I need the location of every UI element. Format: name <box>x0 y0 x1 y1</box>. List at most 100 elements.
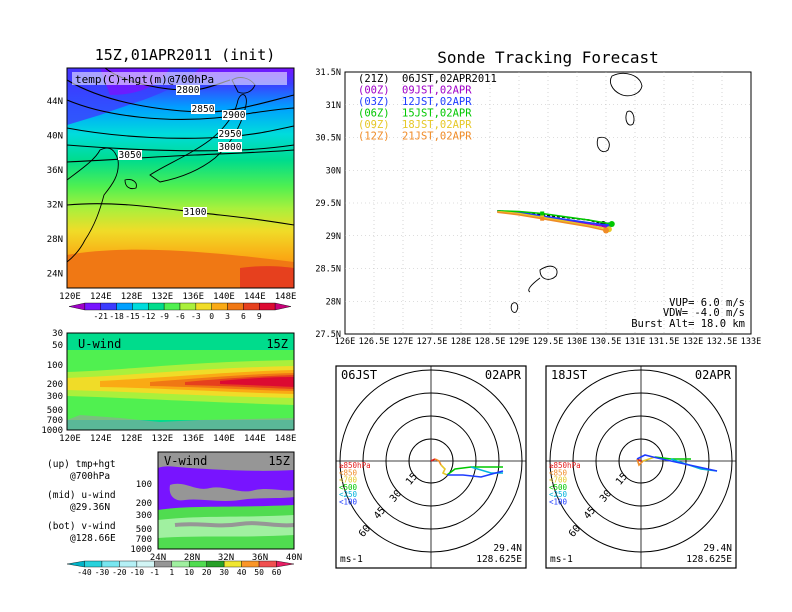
lat-tick-label: 28N <box>47 235 63 245</box>
colorbar-swatch <box>101 560 120 568</box>
track-legend: (21Z) 06JST,02APR2011 (00Z) 09JST,02APR (03Z… <box>358 73 497 143</box>
uwind-title: U-wind <box>78 337 121 351</box>
colorbar-swatch <box>148 302 165 311</box>
legend-code: (21Z) <box>358 73 390 85</box>
track-series-line <box>497 211 609 234</box>
colorbar-swatch <box>223 560 242 568</box>
colorbar-label: -15 <box>125 312 140 321</box>
lat-tick-label: 24N <box>150 553 166 563</box>
level-label: <500 <box>549 483 568 492</box>
pressure-tick-label: 700 <box>136 535 152 545</box>
colorbar-swatch <box>189 560 207 568</box>
colorbar-label: -6 <box>175 312 185 321</box>
lon-tick-label: 124E <box>90 292 112 302</box>
colorbar-swatch <box>211 302 228 311</box>
hodograph-trace <box>430 458 436 462</box>
legend-code: (09Z) <box>358 119 390 131</box>
contour-label: 2850 <box>192 104 215 115</box>
pressure-tick-label: 300 <box>47 392 63 402</box>
lon-tick-label: 124E <box>90 434 112 444</box>
lon-tick-label: 133E <box>741 337 761 347</box>
colorbar-swatch <box>84 302 101 311</box>
lon-tick-label: 144E <box>244 434 266 444</box>
uwind-section <box>66 332 295 431</box>
lat-tick-label: 28.5N <box>315 265 341 275</box>
pressure-tick-label: 300 <box>136 511 152 521</box>
lon-tick-label: 130.5E <box>591 337 622 347</box>
colorbar-swatch <box>179 302 197 311</box>
lon-tick-label: 129.5E <box>533 337 564 347</box>
colorbar-label: 40 <box>237 568 247 577</box>
level-label: ≥850hPa <box>549 461 581 470</box>
legend-text: 15JST,02APR <box>402 108 472 120</box>
lon-tick-label: 140E <box>213 434 235 444</box>
hodograph-lon: 128.625E <box>476 554 522 565</box>
colorbar-label: 10 <box>184 568 194 577</box>
colorbar-swatch <box>132 302 149 311</box>
vwind-title: V-wind <box>164 454 207 468</box>
lon-tick-label: 148E <box>275 434 297 444</box>
lon-tick-label: 127.5E <box>417 337 448 347</box>
left-map-lat-ticks: 44N 40N 36N 32N 28N 24N <box>47 97 63 280</box>
uwind-time-label: 15Z <box>266 337 288 351</box>
lat-tick-label: 31N <box>326 101 341 111</box>
left-map-lon-ticks: 120E 124E 128E 132E 136E 140E 144E 148E <box>59 292 296 302</box>
lon-tick-label: 132E <box>152 292 174 302</box>
level-label: <250 <box>339 490 358 499</box>
track-line <box>497 210 612 225</box>
lon-tick-label: 128E <box>451 337 471 347</box>
lat-tick-label: 32N <box>218 553 234 563</box>
lon-tick-label: 132E <box>683 337 703 347</box>
track-line <box>497 211 607 232</box>
colorbar-label: -40 <box>77 568 92 577</box>
track-series-line <box>497 210 615 227</box>
lon-tick-label: 120E <box>59 292 81 302</box>
colorbar-swatch <box>206 560 225 568</box>
level-label: <850 <box>549 468 568 477</box>
vwind-time-label: 15Z <box>268 454 290 468</box>
legend-text: 09JST,02APR <box>402 85 472 97</box>
colorbar-label: -9 <box>159 312 169 321</box>
lon-tick-label: 127E <box>393 337 413 347</box>
hodograph-trace <box>446 466 503 476</box>
contour-label: 3000 <box>219 142 242 153</box>
colorbar-swatch <box>84 560 103 568</box>
colorbar-swatch <box>154 560 172 568</box>
colorbar-label: 20 <box>202 568 212 577</box>
vwind-lat-ticks: 24N 28N 32N 36N 40N <box>150 553 302 563</box>
hodograph-unit: ms-1 <box>550 554 573 565</box>
left-panel-title: 15Z,01APR2011 (init) <box>95 46 276 64</box>
pressure-tick-label: 700 <box>47 416 63 426</box>
legend-note-line2: @700hPa <box>70 471 110 482</box>
level-label: <500 <box>339 483 358 492</box>
hodograph-06jst: 06JST 02APR15304560≥850hPa<850<700<500<25… <box>335 365 527 569</box>
lat-tick-label: 29.5N <box>315 199 341 209</box>
pressure-tick-label: 500 <box>47 406 63 416</box>
track-line <box>497 210 604 225</box>
colorbar-swatch <box>68 302 86 311</box>
hodograph-unit: ms-1 <box>340 554 363 565</box>
lat-tick-label: 44N <box>47 97 63 107</box>
lat-tick-label: 36N <box>252 553 268 563</box>
pressure-tick-label: 30 <box>52 329 63 339</box>
lon-tick-label: 131E <box>625 337 645 347</box>
contour-label: 3100 <box>184 207 207 218</box>
lat-tick-label: 30N <box>326 166 341 176</box>
legend-note-line2: @29.36N <box>70 502 110 513</box>
colorbar-swatch <box>227 302 244 311</box>
legend-code: (00Z) <box>358 85 390 97</box>
uwind-lon-ticks: 120E 124E 128E 132E 136E 140E 144E 148E <box>59 434 296 444</box>
lon-tick-label: 128.5E <box>475 337 506 347</box>
colorbar-label: 0 <box>209 312 214 321</box>
pressure-tick-label: 1000 <box>41 426 63 436</box>
level-label: <700 <box>339 476 358 485</box>
hodograph-date: 02APR <box>695 368 732 382</box>
track-point <box>540 216 545 221</box>
contour-label: 3050 <box>119 150 142 161</box>
colorbar-label: 60 <box>272 568 282 577</box>
hodograph-trace <box>434 458 442 466</box>
lon-tick-label: 140E <box>213 292 235 302</box>
pressure-tick-label: 1000 <box>130 545 152 555</box>
